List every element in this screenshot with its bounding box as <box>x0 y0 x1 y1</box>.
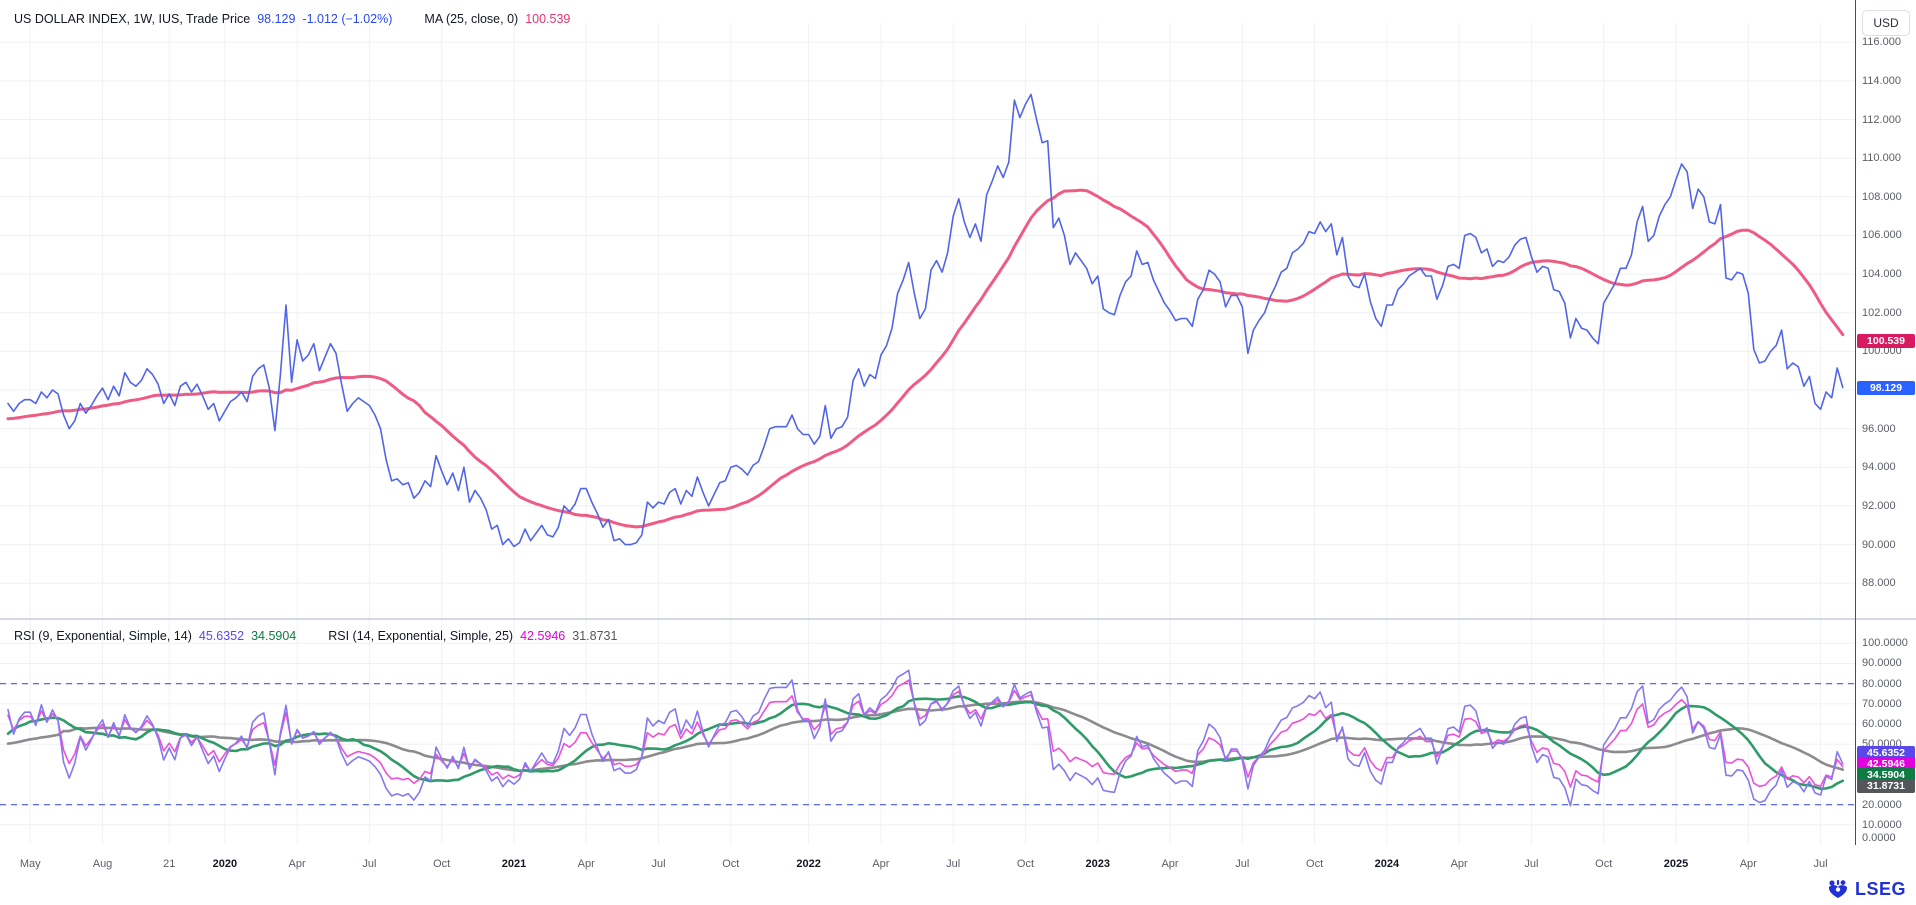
time-axis-month-label: Jul <box>1524 858 1539 870</box>
pane-divider[interactable] <box>0 618 1916 620</box>
lseg-logo: LSEG <box>1826 878 1906 900</box>
price-axis-tick: 90.000 <box>1862 538 1896 551</box>
ma-price-badge: 100.539 <box>1857 333 1915 348</box>
rsi-axis-tick: 0.0000 <box>1862 832 1896 844</box>
rsi-axis-tick: 80.0000 <box>1862 677 1902 690</box>
rsi-axis-tick: 100.0000 <box>1862 637 1908 650</box>
time-axis-month-label: Jul <box>362 858 377 870</box>
time-axis-year-label: 2020 <box>212 858 238 870</box>
price-axis-tick: 108.000 <box>1862 190 1902 203</box>
time-axis-month-label: Apr <box>1739 858 1757 870</box>
price-axis-tick: 92.000 <box>1862 499 1896 512</box>
time-axis-year-label: 2025 <box>1663 858 1689 870</box>
time-axis-month-label: 21 <box>163 858 176 870</box>
time-axis[interactable]: May Aug 21 2020 Apr Jul Oct 2021 Apr Jul Oct 2022 Ap… <box>0 845 1916 905</box>
vertical-gridlines <box>29 23 1822 845</box>
rsi2-value: 42.5946 <box>520 629 566 643</box>
rsi-axis-tick: 70.0000 <box>1862 697 1902 710</box>
last-price-value: 98.129 <box>257 12 296 26</box>
last-price-badge: 98.129 <box>1857 380 1915 395</box>
symbol-title: US DOLLAR INDEX, 1W, IUS, Trade Price <box>14 12 251 26</box>
price-axis-tick: 88.000 <box>1862 577 1896 590</box>
rsi2-label: RSI (14, Exponential, Simple, 25) <box>328 629 514 643</box>
rsi9-line[interactable] <box>7 669 1844 807</box>
currency-button[interactable]: USD <box>1862 10 1910 36</box>
time-axis-month-label: Apr <box>1450 858 1468 870</box>
horizontal-gridlines <box>0 41 1855 826</box>
time-axis-month-label: Jul <box>1235 858 1250 870</box>
time-axis-month-label: Oct <box>1016 858 1035 870</box>
price-axis-tick: 104.000 <box>1862 268 1902 281</box>
time-axis-month-label: Oct <box>1595 858 1613 870</box>
price-axis-border <box>1855 0 1856 845</box>
time-axis-month-label: Apr <box>1161 858 1179 870</box>
rsi1-label: RSI (9, Exponential, Simple, 14) <box>14 629 192 643</box>
rsi2-value-badge: 42.5946 <box>1857 757 1915 771</box>
time-axis-month-label: Oct <box>722 858 740 870</box>
price-change-value: -1.012 (−1.02%) <box>302 12 393 26</box>
time-axis-month-label: Apr <box>577 858 595 870</box>
time-axis-month-label: Aug <box>92 858 113 870</box>
ma-indicator-value: 100.539 <box>525 12 571 26</box>
rsi1-ma-badge: 34.5904 <box>1857 768 1915 782</box>
rsi2-ma-value: 31.8731 <box>572 629 618 643</box>
time-axis-month-label: Jul <box>946 858 961 870</box>
price-axis-tick: 114.000 <box>1862 74 1901 87</box>
rsi-legend[interactable]: RSI (9, Exponential, Simple, 14) 45.6352… <box>14 629 617 643</box>
time-axis-month-label: Oct <box>1306 858 1324 870</box>
price-axis-tick: 102.000 <box>1862 306 1902 319</box>
price-axis-tick: 94.000 <box>1862 461 1896 474</box>
time-axis-year-label: 2022 <box>796 858 821 870</box>
time-axis-month-label: Jul <box>651 858 666 870</box>
rsi-axis-tick: 60.0000 <box>1862 717 1902 730</box>
rsi14-smoothing-line[interactable] <box>6 700 1845 773</box>
rsi-axis-tick: 10.0000 <box>1862 818 1902 831</box>
trade-price-line[interactable] <box>7 93 1844 548</box>
time-axis-month-label: Jul <box>1813 858 1828 870</box>
lseg-crest-icon <box>1828 880 1848 898</box>
time-axis-year-label: 2023 <box>1085 858 1110 870</box>
rsi2-ma-badge: 31.8731 <box>1857 779 1915 793</box>
ma-indicator-label: MA (25, close, 0) <box>424 12 519 26</box>
price-legend[interactable]: US DOLLAR INDEX, 1W, IUS, Trade Price 98… <box>14 12 570 26</box>
rsi1-value: 45.6352 <box>198 629 245 643</box>
moving-average-line[interactable] <box>6 188 1845 529</box>
time-axis-month-label: Apr <box>288 858 306 870</box>
rsi-axis[interactable]: 100.0000 90.0000 80.0000 70.0000 60.0000 50.0… <box>1855 0 1916 845</box>
rsi1-value-badge: 45.6352 <box>1857 746 1915 760</box>
time-axis-year-label: 2021 <box>501 858 527 870</box>
price-axis-tick: 110.000 <box>1862 152 1901 165</box>
price-axis-tick: 116.000 <box>1862 36 1901 49</box>
rsi1-ma-value: 34.5904 <box>251 629 297 643</box>
time-axis-month-label: May <box>19 858 41 870</box>
time-axis-month-label: Apr <box>872 858 890 870</box>
price-axis-tick: 96.000 <box>1862 422 1896 435</box>
rsi-axis-tick: 90.0000 <box>1862 657 1902 670</box>
rsi14-line[interactable] <box>7 679 1844 788</box>
price-axis-tick: 106.000 <box>1862 229 1902 242</box>
price-axis-tick: 112.000 <box>1862 113 1901 126</box>
lseg-logo-text: LSEG <box>1854 878 1906 899</box>
time-axis-month-label: Oct <box>433 858 451 870</box>
rsi-axis-tick: 20.0000 <box>1862 798 1902 811</box>
price-axis[interactable]: 116.000 114.000 112.000 110.000 108.000 106.0… <box>1855 0 1916 845</box>
price-axis-tick: 100.000 <box>1862 345 1902 358</box>
time-axis-year-label: 2024 <box>1374 858 1400 870</box>
